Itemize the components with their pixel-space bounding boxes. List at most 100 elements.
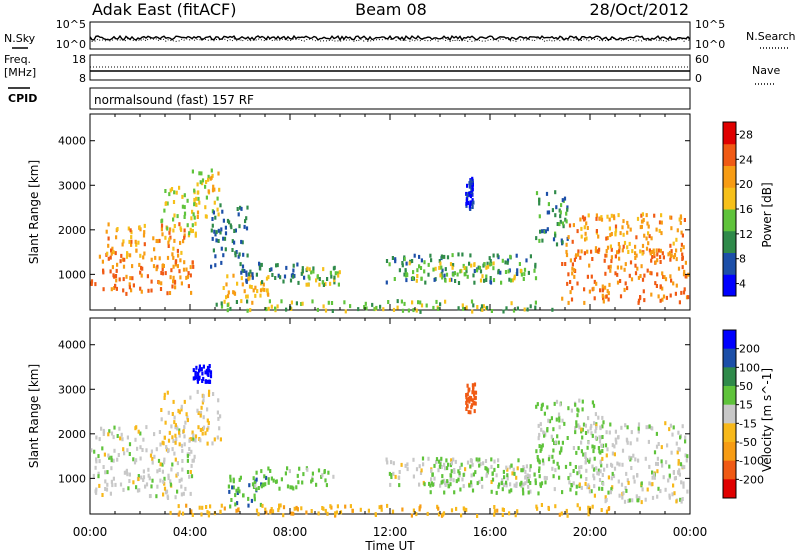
scatter-cell: [386, 460, 389, 465]
scatter-cell: [210, 168, 213, 173]
scatter-cell: [295, 301, 298, 306]
scatter-cell: [207, 513, 210, 518]
scatter-cell: [547, 202, 550, 207]
x-tick-label: 08:00: [273, 525, 308, 539]
scatter-cell: [608, 226, 611, 231]
scatter-cell: [241, 240, 244, 245]
scatter-cell: [472, 303, 475, 308]
scatter-cell: [555, 417, 558, 422]
scatter-cell: [161, 271, 164, 276]
scatter-cell: [577, 446, 580, 451]
scatter-cell: [459, 465, 462, 470]
scatter-cell: [575, 423, 578, 428]
scatter-cell: [193, 188, 196, 193]
scatter-cell: [637, 298, 641, 303]
scatter-cell: [588, 457, 592, 462]
scatter-cell: [640, 481, 643, 486]
scatter-cell: [259, 266, 262, 271]
scatter-cell: [457, 252, 460, 257]
scatter-cell: [552, 459, 555, 464]
scatter-cell: [167, 473, 170, 478]
scatter-cell: [159, 287, 163, 291]
scatter-cell: [128, 239, 131, 244]
scatter-cell: [626, 478, 629, 483]
scatter-cell: [317, 468, 321, 473]
cpid-text: normalsound (fast) 157 RF: [94, 93, 254, 107]
scatter-cell: [127, 226, 130, 231]
scatter-cell: [245, 226, 249, 231]
scatter-cell: [534, 300, 537, 305]
scatter-cell: [123, 470, 126, 475]
scatter-cell: [174, 285, 177, 290]
scatter-cell: [490, 309, 493, 313]
scatter-cell: [110, 479, 113, 484]
scatter-cell: [165, 445, 168, 449]
scatter-cell: [608, 217, 611, 222]
scatter-cell: [534, 305, 537, 310]
scatter-cell: [580, 226, 583, 231]
scatter-cell: [227, 484, 230, 489]
scatter-cell: [677, 471, 680, 475]
scatter-cell: [221, 209, 224, 214]
scatter-cell: [110, 287, 113, 292]
scatter-cell: [660, 459, 663, 464]
scatter-cell: [95, 487, 98, 492]
status-panels: N.Sky 10^5 10^0 N.Search 10^5 10^0 Freq.…: [4, 18, 796, 110]
scatter-cell: [249, 269, 252, 274]
scatter-cell: [468, 181, 471, 186]
scatter-cell: [529, 481, 532, 485]
scatter-cell: [289, 278, 293, 283]
scatter-cell: [471, 309, 474, 314]
scatter-cell: [596, 471, 599, 476]
scatter-cell: [606, 245, 610, 250]
scatter-cell: [135, 458, 138, 463]
scatter-cell: [453, 271, 456, 276]
scatter-cell: [167, 476, 170, 481]
power-scatter: [90, 168, 690, 314]
scatter-cell: [98, 459, 101, 464]
scatter-cell: [649, 270, 652, 275]
scatter-cell: [226, 294, 230, 299]
scatter-cell: [207, 189, 210, 194]
scatter-cell: [222, 253, 225, 258]
scatter-cell: [469, 464, 472, 469]
scatter-cell: [462, 306, 465, 311]
scatter-cell: [391, 256, 394, 260]
scatter-cell: [579, 255, 582, 260]
scatter-cell: [661, 463, 664, 468]
scatter-cell: [620, 265, 623, 270]
scatter-cell: [160, 281, 163, 286]
scatter-cell: [627, 224, 630, 229]
scatter-cell: [441, 512, 445, 517]
scatter-cell: [610, 255, 613, 260]
scatter-cell: [587, 512, 590, 517]
nsky-line: [89, 34, 691, 42]
scatter-cell: [147, 473, 150, 478]
scatter-cell: [546, 210, 549, 215]
scatter-cell: [544, 480, 547, 485]
colorbar-segment: [723, 330, 736, 350]
scatter-cell: [107, 256, 110, 261]
scatter-cell: [637, 458, 640, 463]
scatter-cell: [94, 465, 97, 470]
scatter-cell: [142, 478, 145, 482]
scatter-cell: [423, 269, 426, 274]
scatter-cell: [680, 480, 683, 485]
scatter-cell: [605, 249, 608, 253]
scatter-cell: [650, 292, 653, 297]
scatter-cell: [229, 306, 232, 311]
scatter-cell: [427, 272, 430, 277]
scatter-cell: [219, 509, 222, 514]
scatter-cell: [260, 484, 263, 489]
scatter-cell: [196, 215, 199, 219]
colorbar-segment: [723, 460, 736, 480]
scatter-cell: [515, 475, 518, 480]
scatter-cell: [592, 449, 595, 454]
scatter-cell: [470, 397, 473, 402]
scatter-cell: [565, 242, 568, 247]
scatter-cell: [110, 431, 114, 436]
scatter-cell: [122, 487, 125, 492]
scatter-cell: [617, 435, 620, 440]
scatter-cell: [504, 270, 508, 274]
scatter-cell: [523, 307, 526, 312]
